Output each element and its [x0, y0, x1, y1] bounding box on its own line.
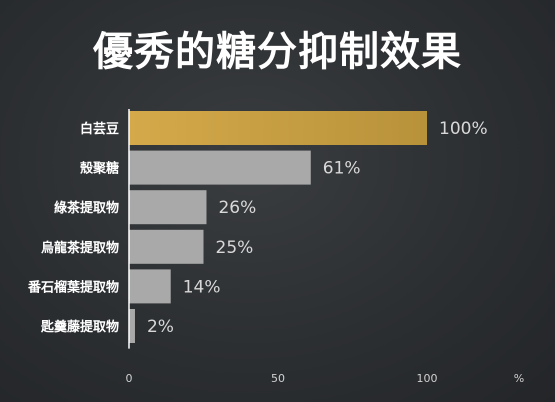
category-label: 匙羹藤提取物	[40, 319, 119, 335]
chart-title: 優秀的糖分抑制效果	[93, 29, 462, 75]
bar-4	[129, 229, 204, 264]
bar-6	[129, 309, 135, 343]
category-label: 白芸豆	[80, 121, 119, 137]
value-label: 25%	[216, 238, 254, 258]
value-label: 2%	[147, 317, 174, 337]
x-tick-label: 0	[126, 372, 133, 385]
value-label: 61%	[323, 159, 361, 179]
category-label: 殼聚糖	[80, 161, 119, 177]
bar-1	[129, 111, 427, 145]
value-label: 14%	[183, 277, 221, 297]
category-label: 烏龍茶提取物	[41, 240, 119, 256]
category-label: 綠茶提取物	[54, 200, 119, 216]
bar-2	[129, 150, 311, 185]
value-label: 26%	[218, 198, 256, 218]
value-label: 100%	[439, 119, 488, 139]
bar-3	[129, 190, 207, 225]
x-unit-label: %	[514, 372, 524, 385]
x-tick-label: 100	[417, 372, 438, 385]
bar-5	[129, 269, 171, 304]
category-label: 番石榴葉提取物	[27, 279, 119, 295]
x-tick-label: 50	[271, 372, 285, 385]
